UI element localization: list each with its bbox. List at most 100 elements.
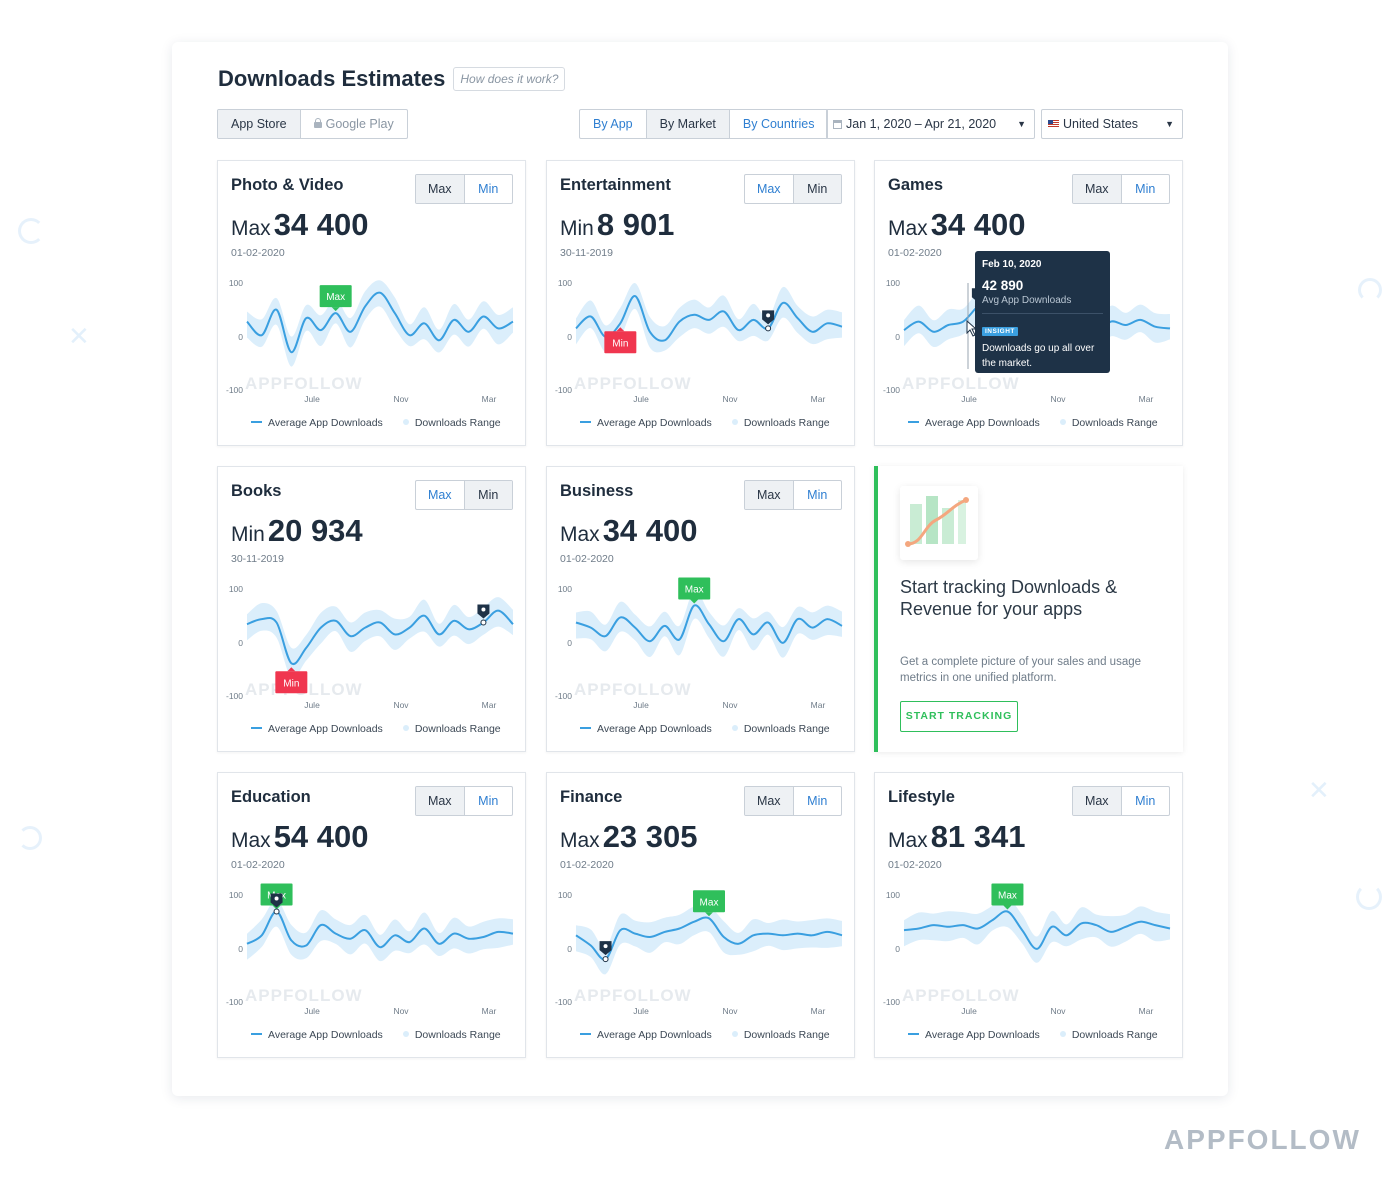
max-toggle-button[interactable]: Max [416, 481, 465, 509]
y-tick-label: 0 [895, 944, 900, 954]
min-toggle-button[interactable]: Min [1135, 182, 1156, 196]
max-min-toggle: Max Min [1072, 174, 1170, 204]
legend-dot-swatch [402, 725, 409, 731]
watermark: APPFOLLOW [574, 680, 692, 699]
x-tick-label: Nov [393, 394, 409, 404]
max-toggle-button[interactable]: Max [745, 787, 794, 815]
by-market-tab[interactable]: By Market [645, 110, 730, 138]
x-tick-label: Nov [722, 700, 738, 710]
legend-dot-swatch [1059, 1031, 1066, 1037]
decorative-cross: ✕ [68, 322, 90, 352]
legend-line-swatch [580, 727, 591, 729]
peak-number: 34 400 [602, 513, 698, 548]
insight-pin-icon[interactable] [477, 604, 490, 626]
decorative-ring [1356, 884, 1382, 910]
peak-value: Min8 901 [560, 207, 674, 243]
legend-line-swatch [251, 1033, 262, 1035]
legend-avg-label: Average App Downloads [268, 723, 383, 735]
x-tick-label: Jule [633, 700, 649, 710]
chart-legend: Average App Downloads Downloads Range [580, 417, 830, 429]
country-select[interactable]: United States ▼ [1041, 109, 1183, 139]
x-tick-label: Nov [722, 394, 738, 404]
x-tick-label: Nov [722, 1006, 738, 1016]
insight-pin-icon[interactable] [599, 941, 612, 963]
legend-line-swatch [251, 727, 262, 729]
card-title: Business [560, 482, 634, 500]
min-toggle-button[interactable]: Min [1135, 794, 1156, 808]
decorative-ring [18, 826, 42, 850]
app-store-tab[interactable]: App Store [218, 110, 301, 138]
avg-downloads-line [246, 609, 514, 666]
peak-kind: Min [560, 217, 594, 240]
marker-label: Max [998, 891, 1017, 902]
how-it-works-link[interactable]: How does it work? [453, 67, 566, 91]
date-range-select[interactable]: Jan 1, 2020 – Apr 21, 2020 ▼ [826, 109, 1035, 139]
chart-legend: Average App Downloads Downloads Range [251, 417, 501, 429]
x-tick-label: Nov [393, 700, 409, 710]
card-title: Books [231, 482, 282, 500]
legend-dot-swatch [402, 1031, 409, 1037]
legend-line-swatch [251, 421, 262, 423]
avg-downloads-line [575, 295, 843, 342]
peak-value: Max54 400 [231, 819, 369, 855]
max-toggle-button[interactable]: Max [745, 481, 794, 509]
insight-badge: INSIGHT [982, 327, 1018, 336]
max-toggle-button[interactable]: Max [1073, 787, 1122, 815]
legend-line-swatch [580, 1033, 591, 1035]
max-marker[interactable]: Max [693, 890, 725, 917]
google-play-tab[interactable]: Google Play [301, 110, 407, 138]
peak-number: 81 341 [930, 819, 1026, 854]
peak-value: Max34 400 [888, 207, 1026, 243]
min-marker[interactable]: Min [275, 667, 308, 694]
date-range-value: Jan 1, 2020 – Apr 21, 2020 [846, 117, 997, 131]
watermark: APPFOLLOW [902, 986, 1020, 1005]
y-tick-label: -100 [226, 385, 243, 395]
max-marker[interactable]: Max [991, 883, 1024, 910]
legend-avg-label: Average App Downloads [268, 1029, 383, 1041]
google-play-label: Google Play [325, 117, 394, 131]
min-toggle-button[interactable]: Min [478, 182, 499, 196]
min-toggle-button[interactable]: Min [807, 488, 828, 502]
peak-date: 01-02-2020 [231, 859, 285, 871]
legend-range-label: Downloads Range [743, 723, 830, 735]
legend-avg-label: Average App Downloads [268, 417, 383, 429]
x-tick-label: Nov [1050, 1006, 1066, 1016]
by-countries-tab[interactable]: By Countries [742, 117, 815, 131]
x-tick-label: Jule [961, 394, 977, 404]
chevron-down-icon: ▼ [1165, 119, 1174, 129]
max-toggle-button[interactable]: Max [1073, 175, 1122, 203]
min-marker[interactable]: Min [604, 327, 637, 354]
category-card: Finance Max Min Max23 305 01-02-2020 Average … [546, 772, 855, 1058]
peak-kind: Max [888, 829, 928, 852]
insight-pin-icon[interactable] [270, 893, 283, 915]
peak-kind: Max [231, 217, 271, 240]
max-toggle-button[interactable]: Max [745, 175, 794, 203]
brand-logo: APPFOLLOW [1164, 1124, 1361, 1155]
by-app-tab[interactable]: By App [593, 117, 633, 131]
min-toggle-button[interactable]: Min [807, 794, 828, 808]
legend-range-label: Downloads Range [743, 1029, 830, 1041]
legend-dot-swatch [731, 419, 738, 425]
max-toggle-button[interactable]: Max [416, 787, 465, 815]
start-tracking-button[interactable]: START TRACKING [900, 701, 1018, 732]
max-marker[interactable]: Max [319, 285, 352, 312]
decorative-cross: ✕ [1308, 776, 1330, 806]
max-marker[interactable]: Max [678, 577, 711, 604]
avg-downloads-line [903, 910, 1171, 950]
chart-tooltip: Feb 10, 2020 42 890 Avg App Downloads IN… [975, 251, 1110, 373]
peak-number: 34 400 [273, 207, 369, 242]
avg-downloads-line [246, 910, 514, 949]
x-tick-label: Jule [304, 700, 320, 710]
marker-label: Min [283, 678, 299, 689]
min-toggle-button[interactable]: Min [793, 175, 841, 203]
view-toggle: By App By Market By Countries [579, 109, 829, 139]
max-toggle-button[interactable]: Max [416, 175, 465, 203]
insight-pin-icon[interactable] [762, 310, 775, 332]
chart-legend: Average App Downloads Downloads Range [251, 1029, 501, 1041]
peak-date: 01-02-2020 [888, 859, 942, 871]
min-toggle-button[interactable]: Min [478, 794, 499, 808]
min-toggle-button[interactable]: Min [464, 481, 512, 509]
